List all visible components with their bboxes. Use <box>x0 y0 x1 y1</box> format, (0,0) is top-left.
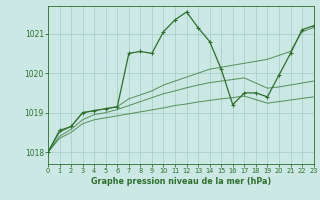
X-axis label: Graphe pression niveau de la mer (hPa): Graphe pression niveau de la mer (hPa) <box>91 177 271 186</box>
